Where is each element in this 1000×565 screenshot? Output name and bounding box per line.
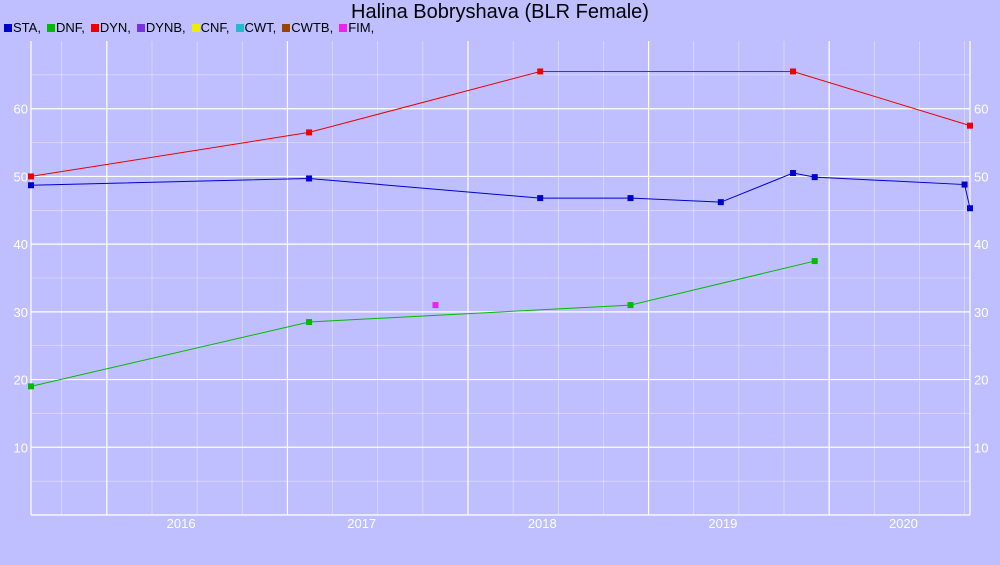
legend-label: DNF, [55, 20, 85, 35]
y-tick-label-right: 40 [974, 237, 988, 252]
data-point-sta [537, 195, 544, 202]
legend-swatch [46, 24, 55, 32]
data-point-fim [432, 302, 439, 309]
legend-item-2: DYN, [90, 20, 131, 36]
legend-label: FIM, [348, 20, 375, 35]
data-point-dnf [28, 383, 34, 390]
legend-item-1: DNF, [46, 20, 85, 36]
data-point-dnf [811, 258, 818, 265]
legend-swatch [339, 24, 348, 32]
y-tick-label-left: 50 [14, 169, 28, 184]
data-point-dyn [28, 173, 34, 180]
legend-label: CWTB, [291, 20, 334, 35]
x-tick-label: 2018 [528, 516, 557, 531]
legend-swatch [136, 24, 145, 32]
data-point-sta [790, 170, 797, 177]
legend-label: DYN, [99, 20, 131, 35]
legend: STA, DNF, DYN, DYNB, CNF, CWT, CWTB, FIM, [4, 20, 380, 36]
data-point-dyn [537, 68, 544, 75]
legend-item-0: STA, [4, 20, 41, 36]
data-point-sta [811, 174, 818, 181]
legend-label: CNF, [200, 20, 230, 35]
data-point-sta [961, 181, 968, 188]
data-point-dnf [627, 302, 634, 309]
y-tick-label-right: 50 [974, 169, 988, 184]
y-tick-label-left: 30 [14, 305, 28, 320]
data-point-dyn [306, 129, 313, 136]
legend-swatch [90, 24, 99, 32]
y-tick-label-left: 40 [14, 237, 28, 252]
legend-swatch [191, 24, 200, 32]
data-point-dnf [306, 319, 313, 326]
legend-swatch [282, 24, 291, 32]
legend-item-3: DYNB, [136, 20, 186, 36]
y-tick-label-left: 10 [14, 440, 28, 455]
y-tick-label-left: 60 [14, 102, 28, 117]
legend-item-7: FIM, [339, 20, 374, 36]
series-line-dnf [30, 260, 815, 387]
x-tick-label: 2020 [889, 516, 918, 531]
y-tick-label-right: 30 [974, 305, 988, 320]
data-point-sta [717, 199, 724, 206]
legend-item-4: CNF, [191, 20, 230, 36]
x-tick-label: 2017 [347, 516, 376, 531]
legend-swatch [235, 24, 244, 32]
y-tick-label-left: 20 [14, 373, 28, 388]
data-point-sta [28, 182, 34, 189]
legend-label: DYNB, [145, 20, 186, 35]
y-tick-label-right: 60 [974, 102, 988, 117]
data-point-dyn [790, 68, 797, 75]
y-tick-label-right: 10 [974, 440, 988, 455]
legend-label: CWT, [244, 20, 277, 35]
data-point-sta [627, 195, 634, 202]
data-point-dyn [967, 122, 973, 129]
legend-swatch [4, 24, 12, 32]
x-tick-label: 2019 [708, 516, 737, 531]
legend-item-5: CWT, [235, 20, 277, 36]
data-point-sta [306, 175, 313, 182]
chart-title: Halina Bobryshava (BLR Female) [351, 1, 649, 23]
x-tick-label: 2016 [167, 516, 196, 531]
legend-item-6: CWTB, [282, 20, 333, 36]
legend-label: STA, [13, 20, 41, 35]
y-tick-label-right: 20 [974, 373, 988, 388]
data-point-sta [967, 205, 973, 212]
